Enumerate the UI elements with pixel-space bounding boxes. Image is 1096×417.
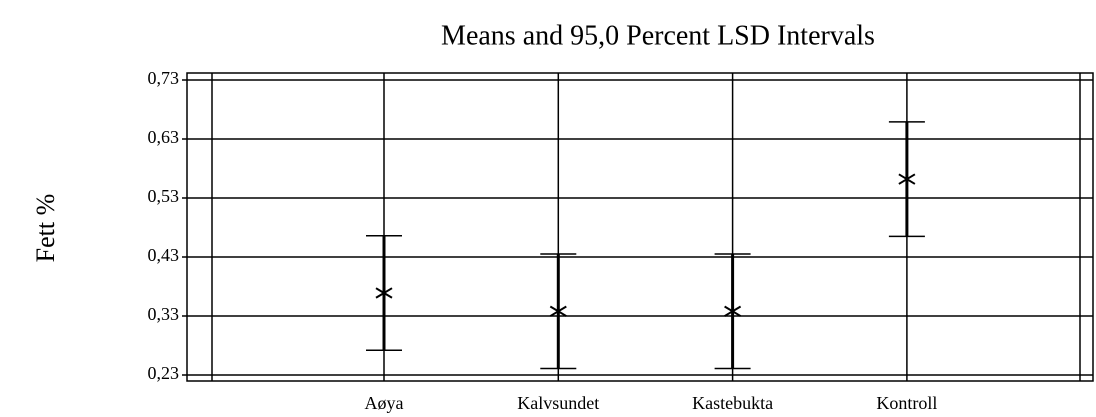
y-axis-label: Fett % (31, 194, 60, 263)
y-tick-label: 0,33 (148, 304, 180, 324)
x-tick-label: Kastebukta (692, 393, 773, 413)
plot-frame (186, 72, 1094, 382)
mean-marker (375, 284, 393, 301)
mean-marker (549, 303, 567, 320)
x-tick-label: Aøya (365, 393, 404, 413)
y-tick-label: 0,43 (148, 245, 180, 265)
y-tick-label: 0,23 (148, 363, 180, 383)
y-tick-label: 0,63 (148, 127, 180, 147)
y-tick-label: 0,73 (148, 68, 180, 88)
mean-marker (724, 303, 742, 320)
mean-marker (898, 171, 916, 188)
chart-title: Means and 95,0 Percent LSD Intervals (441, 20, 875, 51)
y-tick-label: 0,53 (148, 186, 180, 206)
x-tick-label: Kalvsundet (517, 393, 599, 413)
x-tick-label: Kontroll (876, 393, 937, 413)
